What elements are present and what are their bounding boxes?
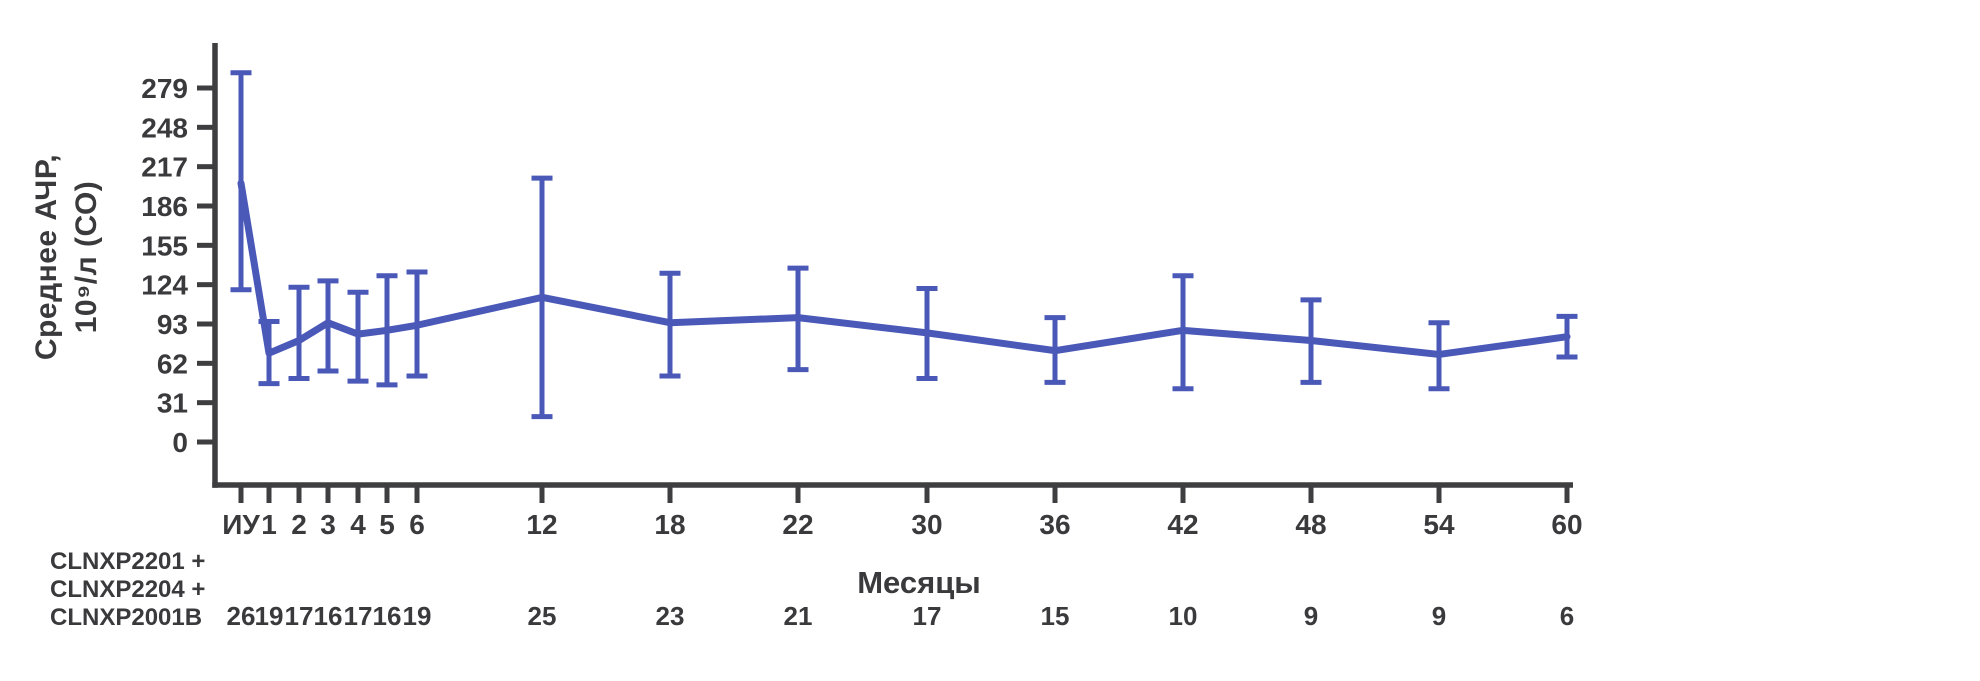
n-value-4: 17 (344, 601, 373, 631)
x-tick-label-5: 5 (379, 509, 395, 540)
y-tick-label-155: 155 (141, 230, 188, 261)
mean-polyline (237, 179, 1571, 358)
y-tick-label-186: 186 (141, 191, 188, 222)
x-tick-label-18: 18 (654, 509, 685, 540)
y-axis-label: Среднее АЧР, 10⁹/л (СО) (27, 127, 111, 387)
y-tick-label-279: 279 (141, 73, 188, 104)
x-tick-label-4: 4 (350, 509, 366, 540)
x-tick-label-2: 2 (291, 509, 307, 540)
n-value-60: 6 (1560, 601, 1574, 631)
x-tick-label-30: 30 (911, 509, 942, 540)
x-tick-label-42: 42 (1167, 509, 1198, 540)
n-value-2: 17 (285, 601, 314, 631)
n-value-1: 19 (255, 601, 284, 631)
study-pool-label-line3: CLNXP2001B (50, 604, 203, 631)
study-pool-label: CLNXP2201 + CLNXP2204 + CLNXP2001B (50, 548, 205, 632)
y-tick-label-0: 0 (172, 427, 188, 458)
x-tick-label-3: 3 (320, 509, 336, 540)
y-tick-label-217: 217 (141, 152, 188, 183)
x-tick-label-12: 12 (526, 509, 557, 540)
n-value-ИУ: 26 (227, 601, 256, 631)
y-axis-label-line2: 10⁹/л (СО) (70, 180, 103, 334)
x-axis-label: Месяцы (857, 565, 981, 600)
x-tick-label-22: 22 (782, 509, 813, 540)
n-value-18: 23 (656, 601, 685, 631)
y-tick-label-248: 248 (141, 112, 188, 143)
x-tick-label-6: 6 (409, 509, 425, 540)
x-tick-label-60: 60 (1551, 509, 1582, 540)
y-tick-label-93: 93 (157, 309, 188, 340)
n-value-12: 25 (528, 601, 557, 631)
n-value-36: 15 (1041, 601, 1070, 631)
y-axis-label-line1: Среднее АЧР, (30, 153, 63, 361)
x-tick-label-54: 54 (1423, 509, 1455, 540)
y-tick-label-124: 124 (141, 270, 188, 301)
x-tick-label-ИУ: ИУ (222, 509, 260, 540)
study-pool-label-line2: CLNXP2204 + (50, 576, 206, 603)
x-tick-labels: ИУ 1 2 3 4 5 6 12 18 22 30 36 42 48 54 60 (222, 509, 1582, 540)
x-tick-label-1: 1 (261, 509, 277, 540)
study-pool-label-line1: CLNXP2201 + (50, 548, 206, 575)
y-tick-label-62: 62 (157, 348, 188, 379)
n-value-5: 16 (373, 601, 402, 631)
axes (197, 43, 1573, 503)
x-tick-label-48: 48 (1295, 509, 1326, 540)
error-bars (230, 70, 1578, 420)
x-tick-label-36: 36 (1039, 509, 1070, 540)
mean-line (237, 179, 1571, 358)
n-value-3: 16 (314, 601, 343, 631)
n-value-30: 17 (913, 601, 942, 631)
n-values-row: 26 19 17 16 17 16 19 25 23 21 17 15 10 9 9 6 (227, 601, 1575, 631)
y-tick-label-31: 31 (157, 388, 188, 419)
n-value-48: 9 (1304, 601, 1318, 631)
n-value-6: 19 (403, 601, 432, 631)
n-value-22: 21 (784, 601, 813, 631)
n-value-54: 9 (1432, 601, 1446, 631)
n-value-42: 10 (1169, 601, 1198, 631)
y-tick-labels: 0 31 62 93 124 155 186 217 248 279 (141, 73, 188, 458)
